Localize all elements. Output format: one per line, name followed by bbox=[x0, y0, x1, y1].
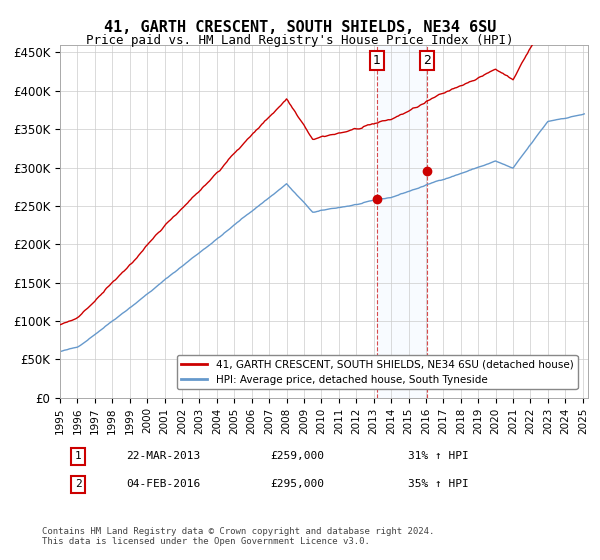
Text: 04-FEB-2016: 04-FEB-2016 bbox=[126, 479, 200, 489]
HPI: Average price, detached house, South Tyneside: (2.02e+03, 2.86e+05): Average price, detached house, South Tyn… bbox=[444, 175, 451, 181]
41, GARTH CRESCENT, SOUTH SHIELDS, NE34 6SU (detached house) bbox=[511, 74, 518, 81]
Text: Contains HM Land Registry data © Crown copyright and database right 2024.
This d: Contains HM Land Registry data © Crown c… bbox=[42, 526, 434, 546]
Text: 41, GARTH CRESCENT, SOUTH SHIELDS, NE34 6SU: 41, GARTH CRESCENT, SOUTH SHIELDS, NE34 … bbox=[104, 20, 496, 35]
HPI: Average price, detached house, South Tyneside: (2.02e+03, 2.87e+05): Average price, detached house, South Tyn… bbox=[447, 174, 454, 180]
HPI: Average price, detached house, South Tyneside: (2.03e+03, 3.7e+05): Average price, detached house, South Tyn… bbox=[581, 110, 588, 117]
41, GARTH CRESCENT, SOUTH SHIELDS, NE34 6SU (detached house) bbox=[581, 4, 588, 11]
Line: 41, GARTH CRESCENT, SOUTH SHIELDS, NE34 6SU (detached house): 41, GARTH CRESCENT, SOUTH SHIELDS, NE34 … bbox=[60, 7, 584, 325]
Text: 1: 1 bbox=[373, 54, 380, 67]
Text: 1: 1 bbox=[74, 451, 82, 461]
41, GARTH CRESCENT, SOUTH SHIELDS, NE34 6SU (detached house) bbox=[56, 321, 64, 328]
Line: HPI: Average price, detached house, South Tyneside: HPI: Average price, detached house, Sout… bbox=[60, 114, 584, 352]
Text: Price paid vs. HM Land Registry's House Price Index (HPI): Price paid vs. HM Land Registry's House … bbox=[86, 34, 514, 46]
HPI: Average price, detached house, South Tyneside: (2.02e+03, 2.83e+05): Average price, detached house, South Tyn… bbox=[434, 178, 441, 184]
HPI: Average price, detached house, South Tyneside: (2.01e+03, 2.33e+05): Average price, detached house, South Tyn… bbox=[238, 216, 245, 222]
HPI: Average price, detached house, South Tyneside: (2.01e+03, 2.47e+05): Average price, detached house, South Tyn… bbox=[328, 205, 335, 212]
41, GARTH CRESCENT, SOUTH SHIELDS, NE34 6SU (detached house) bbox=[447, 87, 454, 94]
Text: 31% ↑ HPI: 31% ↑ HPI bbox=[408, 451, 469, 461]
41, GARTH CRESCENT, SOUTH SHIELDS, NE34 6SU (detached house) bbox=[434, 92, 441, 99]
41, GARTH CRESCENT, SOUTH SHIELDS, NE34 6SU (detached house) bbox=[238, 143, 245, 150]
Text: 22-MAR-2013: 22-MAR-2013 bbox=[126, 451, 200, 461]
41, GARTH CRESCENT, SOUTH SHIELDS, NE34 6SU (detached house) bbox=[444, 88, 451, 95]
Text: 35% ↑ HPI: 35% ↑ HPI bbox=[408, 479, 469, 489]
Text: 2: 2 bbox=[74, 479, 82, 489]
HPI: Average price, detached house, South Tyneside: (2.02e+03, 3.02e+05): Average price, detached house, South Tyn… bbox=[511, 163, 518, 170]
Bar bbox=[377, 45, 427, 398]
Text: 2: 2 bbox=[424, 54, 431, 67]
41, GARTH CRESCENT, SOUTH SHIELDS, NE34 6SU (detached house) bbox=[328, 131, 335, 138]
Text: £295,000: £295,000 bbox=[270, 479, 324, 489]
Text: £259,000: £259,000 bbox=[270, 451, 324, 461]
Legend: 41, GARTH CRESCENT, SOUTH SHIELDS, NE34 6SU (detached house), HPI: Average price: 41, GARTH CRESCENT, SOUTH SHIELDS, NE34 … bbox=[177, 356, 578, 389]
HPI: Average price, detached house, South Tyneside: (2e+03, 6.01e+04): Average price, detached house, South Tyn… bbox=[56, 348, 64, 355]
